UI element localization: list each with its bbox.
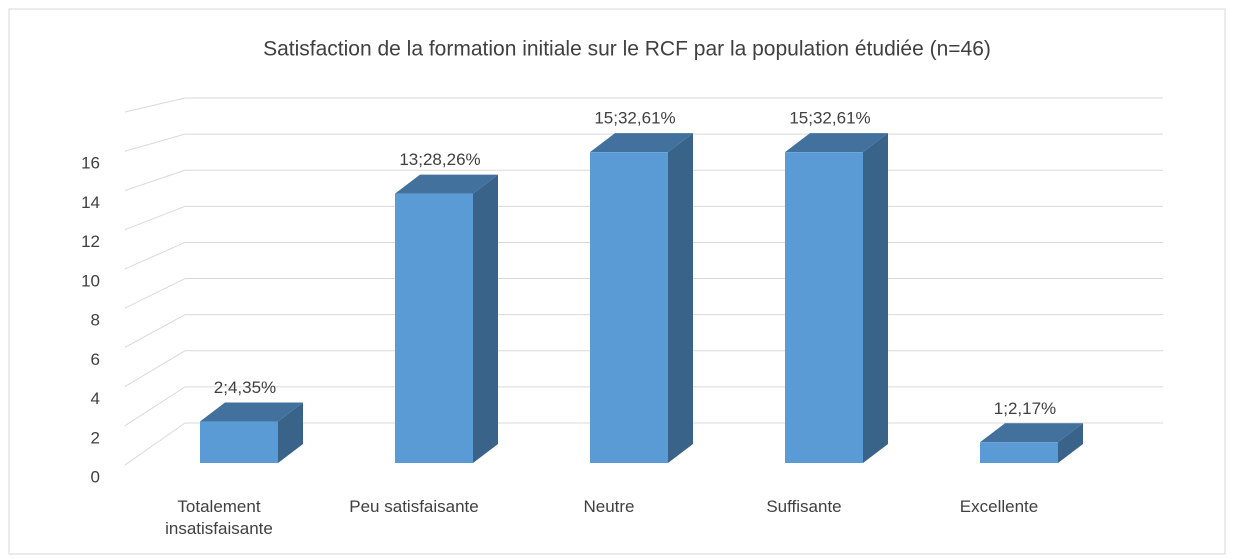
bar-side [473,174,498,463]
bar [395,193,473,463]
x-tick-label: Neutre [583,497,635,516]
grid-line [124,350,186,387]
bar-top [395,174,498,194]
y-tick-label: 8 [91,311,100,330]
value-label: 15;32,61% [789,109,870,128]
y-tick-label: 0 [91,467,100,486]
bar [785,152,863,463]
bar-side [278,402,303,463]
value-label: 15;32,61% [594,109,675,128]
y-tick-label: 2 [91,428,100,447]
value-label: 2;4,35% [214,378,276,397]
grid-line [124,422,186,466]
bar [200,421,278,463]
value-label: 1;2,17% [994,399,1056,418]
bar-top [590,133,693,153]
grid-line [124,133,186,152]
bar-top [785,133,888,153]
grid-line [124,241,186,270]
bar-side [863,133,888,463]
bar-side [668,133,693,463]
bar [980,442,1058,463]
x-tick-label: Totalement insatisfaisante [165,497,273,538]
x-tick-label: Suffisante [766,497,842,516]
bar-side [1058,423,1083,463]
grid-line [124,169,186,191]
grid-line [124,386,186,427]
y-tick-label: 6 [91,350,100,369]
y-tick-label: 14 [81,193,100,212]
bar [590,152,668,463]
bar-top [200,402,303,422]
y-tick-label: 16 [81,154,100,173]
wall-edge [124,97,186,113]
grid-line [124,314,186,348]
bar-top [980,423,1083,443]
y-tick-label: 4 [91,389,100,408]
y-tick-label: 12 [81,232,100,251]
x-tick-label: Peu satisfaisante [349,497,479,516]
value-label: 13;28,26% [399,150,480,169]
grid-line [124,278,186,309]
x-tick-label: Excellente [959,497,1039,516]
chart-title: Satisfaction de la formation initiale su… [263,38,991,61]
y-tick-label: 10 [81,271,100,290]
grid-line [124,205,186,231]
